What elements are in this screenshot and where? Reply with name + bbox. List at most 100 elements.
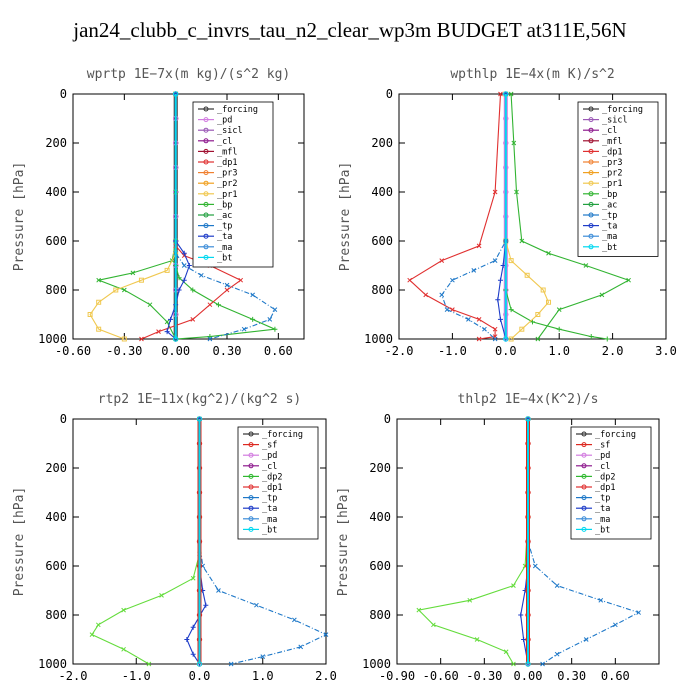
x-tick-label: 0.60 — [601, 669, 630, 683]
data-point — [439, 258, 445, 263]
legend-label: _pr1 — [602, 179, 622, 189]
series-line-ta — [186, 419, 207, 665]
data-point — [139, 336, 144, 342]
data-point — [196, 416, 203, 422]
series-line-pr1 — [505, 94, 550, 340]
series-line-dp1 — [417, 419, 529, 665]
data-point — [497, 277, 503, 283]
legend-label: _forcing — [602, 105, 643, 115]
x-tick-label: 3.0 — [655, 344, 677, 358]
legend-label: _dp2 — [595, 472, 615, 482]
y-axis-label: Pressure [hPa] — [338, 162, 353, 272]
data-point — [260, 654, 266, 660]
data-point — [540, 287, 546, 293]
data-point — [450, 277, 455, 283]
y-tick-label: 400 — [369, 510, 391, 524]
data-point — [164, 329, 170, 335]
x-tick-label: -0.60 — [423, 669, 459, 683]
series-line-dp1 — [91, 419, 201, 665]
legend-label: _dp1 — [262, 483, 282, 493]
data-point — [503, 91, 509, 97]
data-point — [89, 632, 95, 637]
legend-marker — [581, 473, 587, 479]
legend-label: _tp — [217, 222, 232, 232]
legend-label: _pd — [217, 116, 232, 126]
legend: _forcing_pd_sicl_cl_mfl_dp1_pr3_pr2_pr1_… — [192, 101, 274, 268]
data-point — [492, 336, 498, 342]
data-point — [176, 287, 182, 293]
legend-label: _mfl — [602, 137, 622, 147]
legend-label: _mfl — [217, 147, 237, 157]
legend-marker — [203, 212, 209, 218]
legend-label: _forcing — [217, 105, 258, 115]
data-point — [583, 263, 589, 268]
data-point — [519, 326, 525, 332]
series-line-ta — [166, 94, 190, 340]
y-tick-label: 1000 — [38, 332, 67, 346]
data-point — [130, 270, 136, 276]
series-line-dp1 — [408, 93, 502, 340]
data-point — [626, 277, 631, 283]
legend-marker — [588, 106, 594, 112]
legend-label: _cl — [595, 462, 610, 472]
x-tick-label: 0.60 — [264, 344, 293, 358]
legend-marker — [581, 495, 587, 501]
data-point — [503, 649, 509, 655]
data-point — [87, 312, 93, 317]
data-point — [588, 334, 594, 340]
legend-marker — [248, 452, 254, 458]
legend-label: _forcing — [595, 430, 636, 440]
legend-label: _tp — [602, 211, 617, 221]
data-point — [511, 140, 517, 146]
data-point — [492, 326, 498, 332]
x-tick-label: 0.00 — [161, 344, 190, 358]
legend-marker — [588, 244, 594, 250]
legend-marker — [248, 442, 254, 448]
legend-marker — [203, 159, 209, 165]
y-tick-label: 200 — [371, 136, 393, 150]
data-point — [181, 277, 187, 283]
series-group — [87, 91, 278, 342]
legend: _forcing_sicl_cl_mfl_dp1_pr3_pr2_pr1_bp_… — [577, 101, 659, 257]
data-point — [508, 307, 514, 313]
data-point — [172, 336, 179, 342]
legend-marker — [581, 526, 587, 532]
legend-label: _cl — [602, 126, 617, 136]
legend-marker — [203, 148, 209, 154]
data-point — [511, 583, 516, 588]
data-point — [323, 632, 329, 637]
x-tick-label: 0.00 — [514, 669, 543, 683]
data-point — [181, 263, 187, 268]
data-point — [121, 607, 126, 613]
legend-marker — [588, 138, 594, 144]
y-tick-label: 800 — [371, 283, 393, 297]
data-point — [511, 661, 516, 667]
x-tick-label: 0.30 — [557, 669, 586, 683]
legend-marker — [248, 431, 254, 437]
legend-label: _sicl — [602, 116, 628, 126]
data-point — [466, 317, 471, 322]
data-point — [530, 319, 535, 325]
data-point — [525, 661, 531, 667]
legend-marker — [203, 170, 209, 176]
y-axis-label: Pressure [hPa] — [12, 487, 27, 597]
legend-marker — [203, 254, 209, 260]
legend-label: _bp — [602, 190, 617, 200]
y-tick-label: 400 — [45, 185, 67, 199]
legend-label: _bt — [595, 525, 610, 535]
legend-label: _sf — [595, 441, 610, 451]
data-point — [224, 282, 230, 288]
data-point — [164, 319, 170, 325]
data-point — [636, 610, 641, 615]
legend-box — [192, 101, 274, 268]
legend-marker — [203, 180, 209, 186]
legend-marker — [248, 473, 254, 479]
legend-label: _ma — [602, 232, 617, 242]
data-point — [224, 287, 230, 293]
legend-label: _bt — [262, 525, 277, 535]
y-tick-label: 0 — [60, 87, 67, 101]
data-point — [159, 593, 164, 598]
data-point — [176, 275, 182, 281]
legend-label: _tp — [595, 494, 610, 504]
